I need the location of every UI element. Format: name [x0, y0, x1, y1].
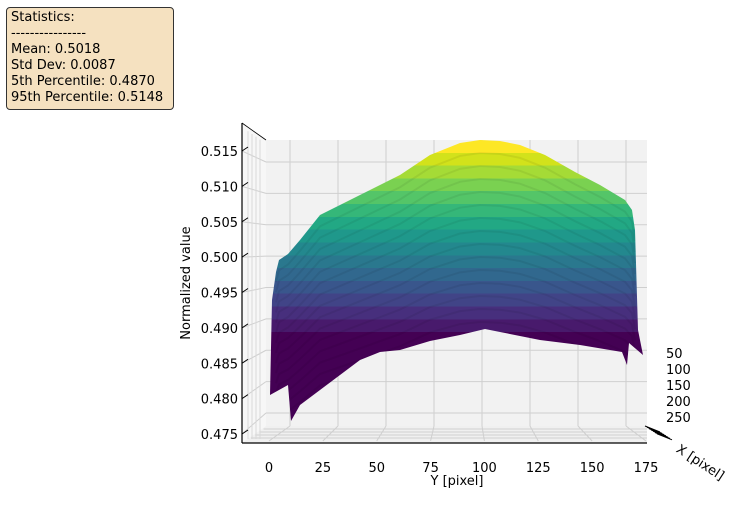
stats-95th-percentile: 95th Percentile: 0.5148	[11, 90, 164, 105]
x-tick-label: 75	[422, 461, 439, 476]
z-tick	[241, 429, 249, 435]
z-tick-label: 0.490	[201, 322, 238, 337]
statistics-box: Statistics: ---------------- Mean: 0.501…	[6, 7, 174, 110]
surface-band-edge	[275, 229, 636, 344]
stats-title: Statistics:	[11, 10, 75, 25]
y-tick-label: 50	[666, 347, 683, 362]
z-gridline-side	[241, 255, 267, 258]
z-axis-label: Normalized value	[179, 226, 194, 339]
y-tick-label: 150	[666, 379, 691, 394]
z-tick	[241, 323, 249, 329]
z-gridline-side	[241, 150, 267, 163]
z-tick	[241, 394, 249, 400]
z-tick-label: 0.495	[201, 287, 238, 302]
y-tick-label: 100	[666, 363, 691, 378]
surface-band-edge	[275, 190, 636, 313]
z-tick-label: 0.480	[201, 393, 238, 408]
x-tick-label: 0	[265, 461, 273, 476]
tick-labels: 0.475 0.480 0.485 0.490 0.495 0.500 0.505 0.510…	[201, 145, 691, 476]
x-tick-label: 175	[634, 461, 659, 476]
z-gridline-side	[241, 318, 267, 329]
z-tick-label: 0.510	[201, 180, 238, 195]
x-tick-label: 125	[526, 461, 551, 476]
stats-divider: ----------------	[11, 26, 87, 41]
surface-band-edge	[275, 268, 636, 374]
stats-5th-percentile: 5th Percentile: 0.4870	[11, 74, 155, 89]
z-tick	[241, 252, 249, 258]
x-tick-label: 50	[368, 461, 385, 476]
x-axis-label: Y [pixel]	[430, 474, 484, 489]
surface-bands	[275, 151, 636, 421]
z-gridline-side	[241, 221, 267, 226]
z-tick	[241, 217, 249, 223]
x-tick-label: 100	[472, 461, 497, 476]
z-tick	[241, 181, 249, 187]
y-axis-label: X [pixel]	[673, 442, 726, 484]
z-axis-top	[241, 122, 267, 141]
surface-band-edge	[275, 255, 636, 364]
surface-band-edge	[275, 177, 636, 303]
surface-band-edge	[275, 164, 636, 293]
x-tick-label: 150	[580, 461, 605, 476]
z-tick-label: 0.475	[201, 428, 238, 443]
surface-band-edge	[275, 307, 636, 404]
z-tick	[241, 358, 249, 364]
y-tick-label: 200	[666, 395, 691, 410]
surface-band-edge	[275, 203, 636, 323]
z-tick-label: 0.505	[201, 216, 238, 231]
surface-band-edge	[275, 151, 636, 283]
z-tick-label: 0.515	[201, 145, 238, 160]
stats-std-dev: Std Dev: 0.0087	[11, 58, 116, 73]
z-gridline-side	[241, 185, 267, 194]
surface-band-edge	[275, 242, 636, 354]
surface-band-edge	[275, 216, 636, 333]
stats-mean: Mean: 0.5018	[11, 42, 101, 57]
z-gridline-side	[241, 287, 267, 293]
surface-band-edge	[275, 294, 636, 394]
side-pane	[242, 123, 266, 443]
x-tick-label: 25	[315, 461, 332, 476]
y-tick	[656, 433, 673, 441]
z-gridline-side	[241, 412, 267, 435]
z-tick	[241, 288, 249, 293]
axis-lines	[241, 122, 673, 444]
surface-band-edge	[275, 281, 636, 384]
z-tick-label: 0.485	[201, 357, 238, 372]
z-tick	[241, 146, 249, 152]
z-tick-label: 0.500	[201, 251, 238, 266]
y-tick-label: 250	[666, 411, 691, 426]
